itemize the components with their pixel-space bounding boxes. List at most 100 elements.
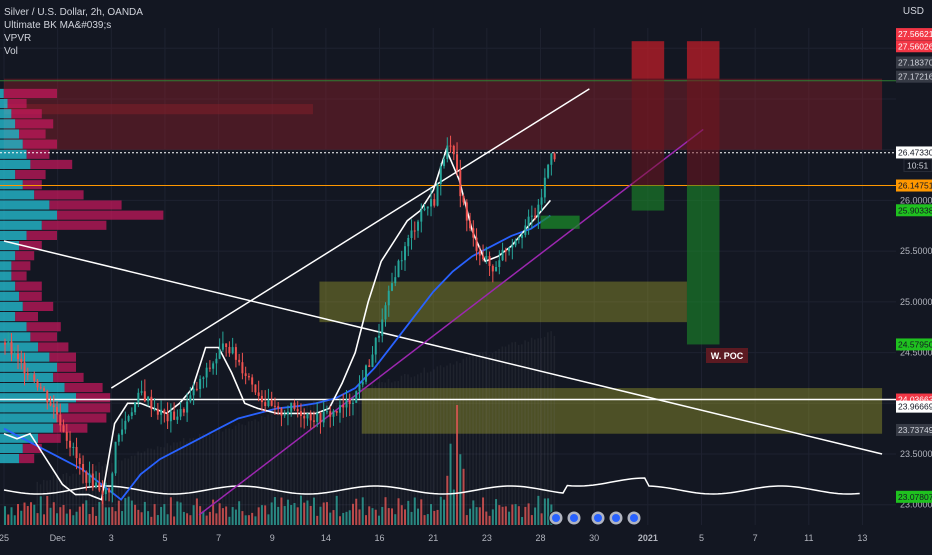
candle-body-122 <box>400 260 403 262</box>
candle-body-133 <box>436 184 439 206</box>
volume-ma-bar-39 <box>130 455 133 525</box>
vpvr-up-22 <box>0 312 16 322</box>
candle-body-105 <box>345 399 348 408</box>
volume-ma-bar-146 <box>478 352 481 525</box>
volume-ma-bar-24 <box>82 472 84 525</box>
price-label-bg-7 <box>896 338 932 351</box>
price-axis[interactable]: 26.00000 25.50000 25.00000 24.50000 23.50000… <box>896 0 932 550</box>
volume-ma-bar-40 <box>134 455 136 525</box>
time-axis-bg <box>0 525 896 550</box>
volume-bar-20 <box>69 509 72 525</box>
volume-bar-119 <box>391 508 394 525</box>
candle-body-62 <box>205 367 208 378</box>
volume-bar-54 <box>179 502 182 525</box>
candle-body-14 <box>49 402 52 406</box>
volume-ma-bar-103 <box>338 395 341 525</box>
volume-bar-32 <box>108 507 111 525</box>
volume-ma-bar-47 <box>156 446 159 525</box>
vpvr-up-33 <box>0 423 54 433</box>
candle-body-7 <box>26 373 29 376</box>
symbol-title[interactable]: Silver / U.S. Dollar, 2h, OANDA <box>4 7 143 18</box>
candle-body-12 <box>43 388 46 391</box>
candle-body-48 <box>160 409 163 415</box>
candle-body-142 <box>465 202 468 221</box>
volume-bar-165 <box>540 513 543 525</box>
volume-ma-bar-51 <box>169 445 172 525</box>
volume-ma-bar-65 <box>215 431 217 525</box>
vpvr-up-28 <box>0 372 54 382</box>
volume-ma-bar-45 <box>150 448 152 525</box>
candle-body-97 <box>319 412 322 423</box>
volume-ma-bar-12 <box>43 479 45 525</box>
volume-bar-125 <box>410 511 413 525</box>
volume-bar-76 <box>251 512 254 525</box>
volume-ma-bar-90 <box>296 404 299 525</box>
time-tick-11: 30 <box>589 533 599 543</box>
volume-ma-bar-35 <box>117 460 120 525</box>
volume-bar-150 <box>491 509 494 525</box>
candle-body-10 <box>36 380 39 388</box>
volume-bar-103 <box>338 516 341 525</box>
time-tick-13: 5 <box>699 533 704 543</box>
price-label-bg-9 <box>896 400 932 413</box>
volume-ma-bar-137 <box>449 363 452 525</box>
volume-bar-132 <box>433 510 436 525</box>
candle-body-17 <box>59 414 62 426</box>
volume-ma-bar-17 <box>59 478 61 525</box>
candle-body-60 <box>199 378 202 390</box>
currency-label[interactable]: USD <box>902 6 924 17</box>
price-label-bg-4 <box>896 146 932 159</box>
vpvr-up-21 <box>0 301 23 311</box>
candle-body-125 <box>410 230 413 238</box>
volume-bar-26 <box>88 514 91 525</box>
time-axis[interactable]: 25 Dec 3 5 7 9 14 16 21 23 28 30 2021 5 7 11 13 <box>0 525 896 550</box>
volume-ma-bar-94 <box>309 404 312 525</box>
volume-ma-bar-98 <box>322 399 325 525</box>
indicator-ma-label[interactable]: Ultimate BK MA&#039;s <box>4 20 112 31</box>
price-label-bg-3 <box>896 70 932 83</box>
price-label-bg-2 <box>896 56 932 69</box>
volume-bar-69 <box>228 516 231 525</box>
candle-body-101 <box>332 410 335 417</box>
volume-bar-43 <box>143 501 146 525</box>
volume-ma-bar-115 <box>377 382 380 525</box>
price-label-0: 27.56621 <box>898 29 932 39</box>
candle-body-0 <box>4 342 6 345</box>
volume-ma-bar-152 <box>498 348 500 525</box>
candle-body-28 <box>95 482 98 488</box>
volume-bar-1 <box>7 514 10 525</box>
volume-ma-bar-117 <box>384 382 387 525</box>
candle-body-37 <box>124 420 127 430</box>
volume-ma-bar-167 <box>547 332 549 525</box>
candle-body-155 <box>508 247 511 252</box>
volume-bar-109 <box>358 509 361 525</box>
volume-ma-bar-59 <box>195 438 198 525</box>
vpvr-down-18 <box>11 271 27 281</box>
volume-ma-bar-53 <box>176 442 178 525</box>
candle-body-18 <box>62 425 65 432</box>
volume-bar-101 <box>332 510 335 525</box>
volume-ma-bar-16 <box>56 476 58 525</box>
volume-bar-39 <box>130 500 133 525</box>
volume-ma-bar-78 <box>257 421 260 525</box>
event-flag-icon-4 <box>630 514 638 522</box>
indicator-vol-label[interactable]: Vol <box>4 46 18 57</box>
volume-ma-bar-73 <box>241 424 243 525</box>
volume-ma-bar-66 <box>218 428 221 525</box>
volume-ma-bar-60 <box>199 433 201 525</box>
volume-ma-bar-107 <box>351 392 354 525</box>
candle-body-94 <box>309 413 312 421</box>
volume-bar-51 <box>169 497 172 525</box>
candle-body-82 <box>270 399 273 406</box>
candle-body-53 <box>176 416 179 420</box>
indicator-vpvr-label[interactable]: VPVR <box>4 33 32 44</box>
candle-body-77 <box>254 384 257 393</box>
volume-bar-99 <box>325 502 328 525</box>
trade-2-reward <box>686 185 720 345</box>
candle-body-33 <box>111 473 114 493</box>
time-tick-0: 25 <box>0 533 9 543</box>
volume-ma-bar-91 <box>299 405 302 525</box>
vpvr-down-7 <box>30 159 73 169</box>
